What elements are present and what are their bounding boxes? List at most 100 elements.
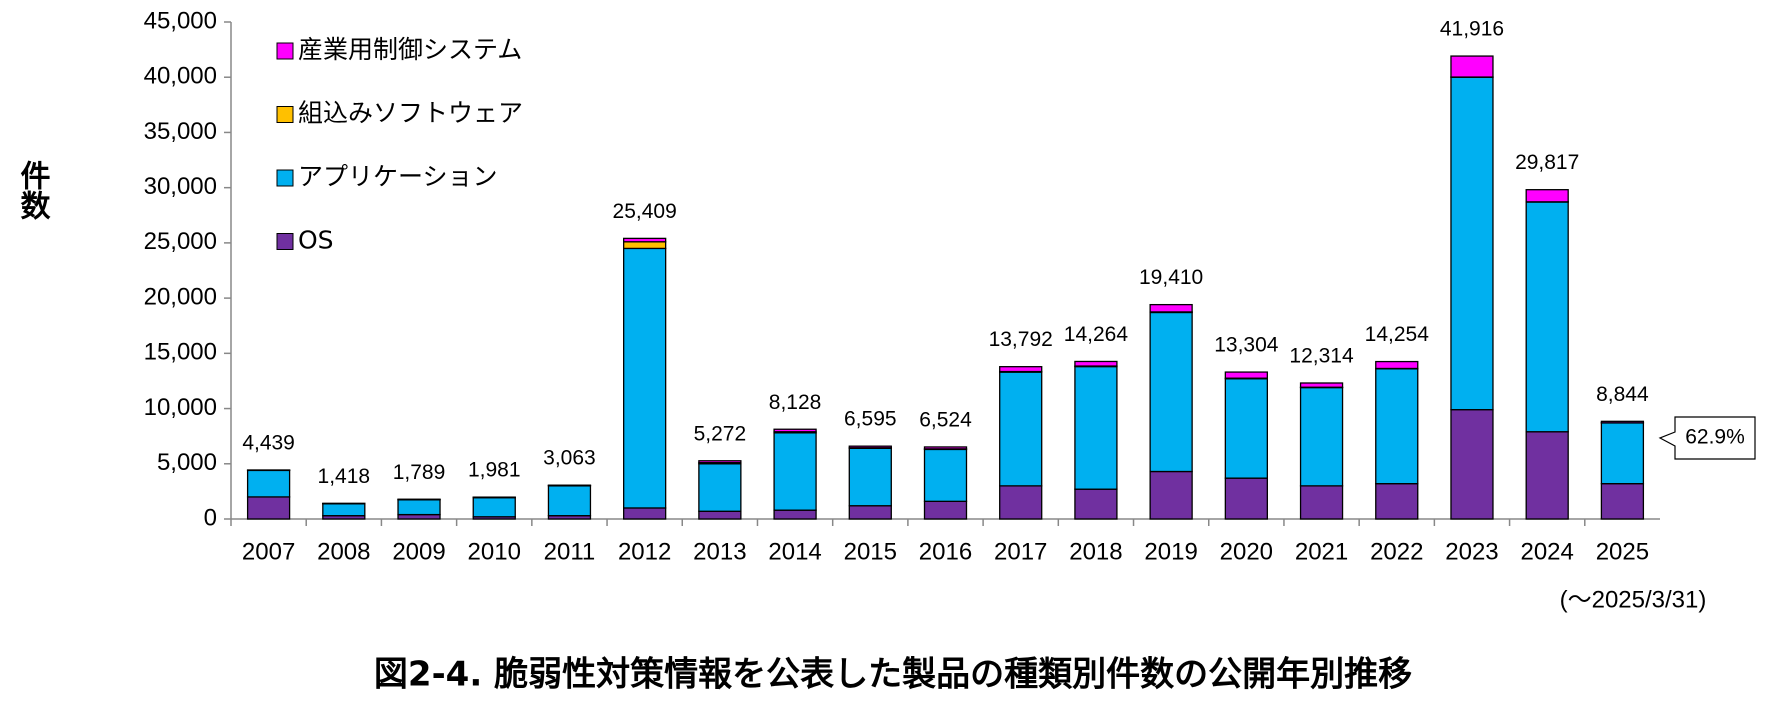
bar-segment	[848, 445, 892, 449]
bar-segment	[1375, 483, 1419, 520]
bar-segment	[1074, 365, 1118, 490]
bar-segment	[848, 447, 892, 507]
bar-segment	[1375, 368, 1419, 485]
date-note: (～2025/3/31)	[1560, 586, 1707, 613]
callout-text: 62.9%	[1685, 426, 1745, 449]
bar-segment	[1074, 488, 1118, 520]
bar-segment	[1450, 409, 1494, 520]
bar-segment	[397, 499, 441, 516]
callout-box	[1658, 416, 1756, 460]
total-label: 14,264	[1064, 323, 1129, 346]
bar-segment	[773, 509, 817, 520]
y-tick-label: 10,000	[144, 394, 217, 421]
total-label: 8,844	[1596, 383, 1649, 406]
total-label: 29,817	[1515, 151, 1579, 174]
total-label: 25,409	[613, 200, 677, 223]
y-tick-label: 40,000	[144, 63, 217, 90]
bar-segment	[623, 507, 667, 520]
legend-swatch	[276, 169, 294, 187]
total-label: 6,524	[919, 408, 972, 431]
bar-segment	[1074, 360, 1118, 367]
total-label: 3,063	[543, 447, 596, 470]
bar-segment	[1525, 201, 1569, 433]
bar-segment	[773, 432, 817, 511]
legend-label: アプリケーション	[298, 162, 498, 191]
y-tick-label: 5,000	[157, 449, 217, 476]
x-tick-label: 2021	[1295, 538, 1348, 565]
bar-segment	[547, 485, 592, 517]
y-tick-label: 20,000	[144, 283, 217, 310]
bar-segment	[698, 460, 742, 464]
bar-segment	[1450, 76, 1494, 411]
x-tick-label: 2016	[919, 538, 972, 565]
bar-segment	[1600, 483, 1645, 520]
bar-segment	[472, 497, 516, 518]
x-tick-label: 2007	[242, 538, 295, 565]
bar-segment	[1224, 477, 1268, 520]
bar-segment	[1600, 420, 1645, 424]
bar-segment	[1149, 470, 1193, 520]
total-label: 5,272	[694, 422, 747, 445]
legend-swatch	[276, 233, 294, 250]
bar-segment	[1224, 378, 1268, 479]
y-axis-label: 件数	[15, 160, 51, 221]
chart-title: 図2-4. 脆弱性対策情報を公表した製品の種類別件数の公開年別推移	[374, 655, 1412, 695]
bar-segment	[1224, 371, 1268, 379]
total-label: 14,254	[1365, 323, 1430, 346]
x-tick-label: 2025	[1596, 538, 1649, 565]
x-tick-label: 2013	[693, 538, 746, 565]
bar-segment	[322, 503, 366, 517]
x-tick-label: 2012	[618, 538, 671, 565]
bar-segment	[1299, 382, 1344, 388]
bar-segment	[698, 510, 742, 520]
bar-segment	[773, 428, 817, 433]
bar-segment	[397, 513, 441, 520]
total-label: 6,595	[844, 408, 897, 431]
y-tick-label: 15,000	[144, 339, 217, 366]
bar-segment	[623, 237, 667, 243]
bar-segment	[999, 485, 1043, 520]
bar-segment	[1525, 431, 1569, 520]
total-label: 8,128	[769, 391, 822, 414]
total-label: 1,789	[393, 461, 446, 484]
y-tick-label: 30,000	[144, 173, 217, 200]
x-tick-label: 2018	[1069, 538, 1122, 565]
y-tick-label: 45,000	[144, 7, 217, 34]
x-tick-label: 2014	[768, 538, 821, 565]
x-tick-label: 2017	[994, 538, 1047, 565]
legend-swatch	[276, 106, 294, 123]
bar-segment	[1375, 360, 1419, 370]
x-tick-label: 2008	[317, 538, 370, 565]
bar-segment	[1600, 422, 1645, 485]
y-tick-label: 0	[204, 504, 217, 531]
bar-segment	[1299, 386, 1344, 487]
x-tick-label: 2020	[1220, 538, 1273, 565]
bar-segment	[999, 371, 1043, 487]
x-tick-label: 2022	[1370, 538, 1423, 565]
total-label: 19,410	[1139, 266, 1203, 289]
legend-swatch	[276, 42, 294, 60]
total-label: 13,304	[1214, 334, 1279, 357]
x-tick-label: 2015	[844, 538, 897, 565]
bar-segment	[999, 366, 1043, 373]
bar-segment	[698, 463, 742, 512]
total-label: 13,792	[989, 328, 1053, 351]
legend-label: 組込みソフトウェア	[298, 99, 523, 128]
x-tick-label: 2019	[1144, 538, 1197, 565]
bar-segment	[1299, 485, 1344, 520]
x-tick-label: 2011	[544, 538, 596, 565]
bar-segment	[1525, 189, 1569, 203]
bar-segment	[923, 500, 968, 520]
total-label: 1,981	[468, 459, 521, 482]
bar-segment	[246, 496, 291, 520]
bar-segment	[1149, 303, 1193, 313]
bar-segment	[923, 448, 968, 502]
bar-segment	[1149, 311, 1193, 473]
total-label: 4,439	[242, 432, 295, 455]
total-label: 41,916	[1440, 18, 1504, 41]
y-tick-label: 35,000	[144, 118, 217, 145]
bar-segment	[848, 505, 892, 520]
bar-segment	[623, 241, 667, 250]
bar-segment	[923, 446, 968, 450]
